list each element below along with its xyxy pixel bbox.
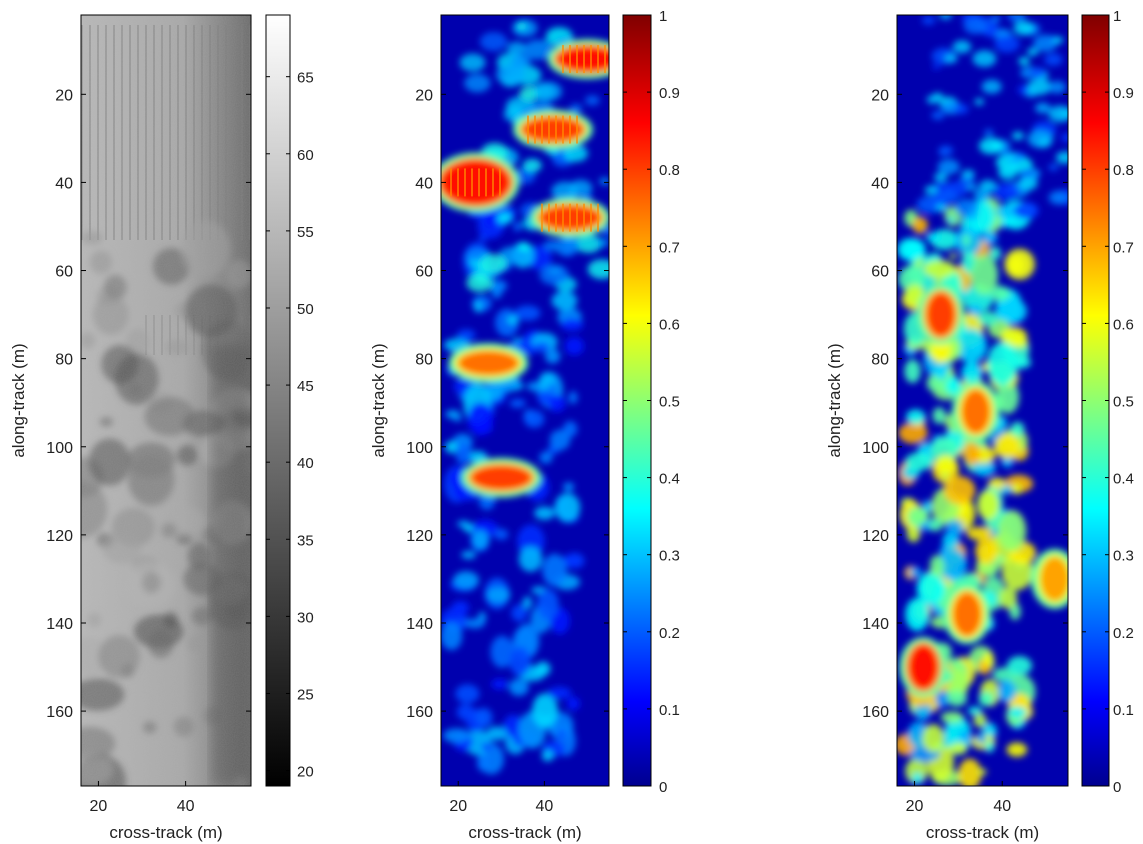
colorbar-tick-label: 0.7	[659, 239, 680, 256]
x-axis-label: cross-track (m)	[468, 823, 581, 842]
y-tick-label: 120	[406, 528, 433, 545]
plot-frame	[896, 14, 1069, 787]
x-tick-label: 40	[535, 798, 553, 815]
x-tick-label: 40	[993, 798, 1011, 815]
colorbar-tick-label: 0.8	[659, 162, 680, 179]
colorbar-tick-label: 30	[297, 609, 314, 626]
colorbar-tick-label: 65	[297, 70, 314, 87]
y-tick-label: 120	[46, 528, 73, 545]
y-tick-label: 80	[415, 352, 433, 369]
y-tick-label: 40	[871, 175, 889, 192]
y-axis-label: along-track (m)	[825, 343, 844, 457]
colorbar-tick-label: 35	[297, 532, 314, 549]
y-tick-label: 20	[55, 87, 73, 104]
hot-region	[961, 389, 990, 434]
colorbar-tick-label: 1	[659, 8, 667, 25]
x-axis-label: cross-track (m)	[926, 823, 1039, 842]
colorbar-tick-label: 20	[297, 764, 314, 781]
colorbar-tick-label: 0.6	[1113, 316, 1134, 333]
y-tick-label: 40	[415, 175, 433, 192]
colorbar-tick-label: 40	[297, 455, 314, 472]
colorbar-tick-label: 0.6	[659, 316, 680, 333]
colorbar-tick-label: 0.4	[1113, 471, 1134, 488]
hot-region	[458, 351, 519, 376]
x-tick-label: 40	[177, 798, 195, 815]
y-tick-label: 140	[406, 616, 433, 633]
y-tick-label: 100	[862, 440, 889, 457]
colorbar-tick-label: 0.1	[659, 702, 680, 719]
colorbar-tick-label: 0	[659, 779, 667, 796]
y-tick-label: 60	[55, 264, 73, 281]
colorbar-tick-label: 0	[1113, 779, 1121, 796]
y-tick-label: 120	[862, 528, 889, 545]
hot-region	[1040, 556, 1068, 601]
y-axis-label: along-track (m)	[369, 343, 388, 457]
colorbar-tick-label: 0.1	[1113, 702, 1134, 719]
y-tick-label: 100	[46, 440, 73, 457]
y-tick-label: 140	[862, 616, 889, 633]
y-tick-label: 40	[55, 175, 73, 192]
colorbar-tick-label: 0.4	[659, 471, 680, 488]
colorbar: 0 0.1 0.2 0.3 0.4 0.5 0.6 0.7 0.8 0.9 1	[622, 8, 680, 796]
x-tick-label: 20	[449, 798, 467, 815]
y-tick-label: 60	[415, 264, 433, 281]
colorbar: 0 0.1 0.2 0.3 0.4 0.5 0.6 0.7 0.8 0.9 1	[1081, 8, 1134, 796]
y-tick-label: 100	[406, 440, 433, 457]
colorbar-tick-label: 0.2	[1113, 625, 1134, 642]
plot-frame	[440, 14, 610, 787]
colorbar-tick-label: 0.8	[1113, 162, 1134, 179]
panel-middle: 20 40 60 80 100 120 140 160 20 40 cross-track (m) a…	[369, 8, 680, 842]
y-tick-label: 60	[871, 264, 889, 281]
y-tick-label: 160	[862, 704, 889, 721]
panel-right: 20 40 60 80 100 120 140 160 20 40 cross-track (m) a…	[825, 8, 1134, 842]
colorbar-tick-label: 0.7	[1113, 239, 1134, 256]
heatmap-image	[897, 15, 1068, 786]
colorbar-tick-label: 0.3	[1113, 548, 1134, 565]
colorbar: 20 25 30 35 40 45 50 55 60 65	[265, 14, 314, 787]
colorbar-tick-label: 60	[297, 147, 314, 164]
colorbar-tick-label: 1	[1113, 8, 1121, 25]
y-tick-label: 160	[406, 704, 433, 721]
x-tick-label: 20	[90, 798, 108, 815]
colorbar-tick-label: 55	[297, 224, 314, 241]
colorbar-tick-label: 25	[297, 686, 314, 703]
y-tick-label: 20	[871, 87, 889, 104]
heatmap-image	[441, 15, 609, 786]
hot-region	[909, 645, 938, 690]
panel-left: 20 40 60 80 100 120 140 160 20 40 cross-track (m) a…	[9, 14, 314, 842]
hot-region	[953, 592, 982, 637]
colorbar-tick-label: 0.2	[659, 625, 680, 642]
colorbar-tick-label: 0.5	[659, 394, 680, 411]
y-tick-label: 80	[55, 352, 73, 369]
colorbar-tick-label: 50	[297, 301, 314, 318]
plot-frame	[80, 14, 252, 787]
colorbar-tick-label: 45	[297, 378, 314, 395]
y-tick-label: 20	[415, 87, 433, 104]
heatmap-image	[81, 15, 251, 786]
y-tick-label: 80	[871, 352, 889, 369]
y-tick-label: 140	[46, 616, 73, 633]
y-axis-label: along-track (m)	[9, 343, 28, 457]
y-tick-label: 160	[46, 704, 73, 721]
x-tick-label: 20	[906, 798, 924, 815]
colorbar-tick-label: 0.9	[659, 85, 680, 102]
colorbar-tick-label: 0.3	[659, 548, 680, 565]
hot-region	[471, 465, 532, 490]
hot-region	[926, 292, 955, 337]
colorbar-tick-label: 0.9	[1113, 85, 1134, 102]
x-axis-label: cross-track (m)	[109, 823, 222, 842]
colorbar-tick-label: 0.5	[1113, 394, 1134, 411]
